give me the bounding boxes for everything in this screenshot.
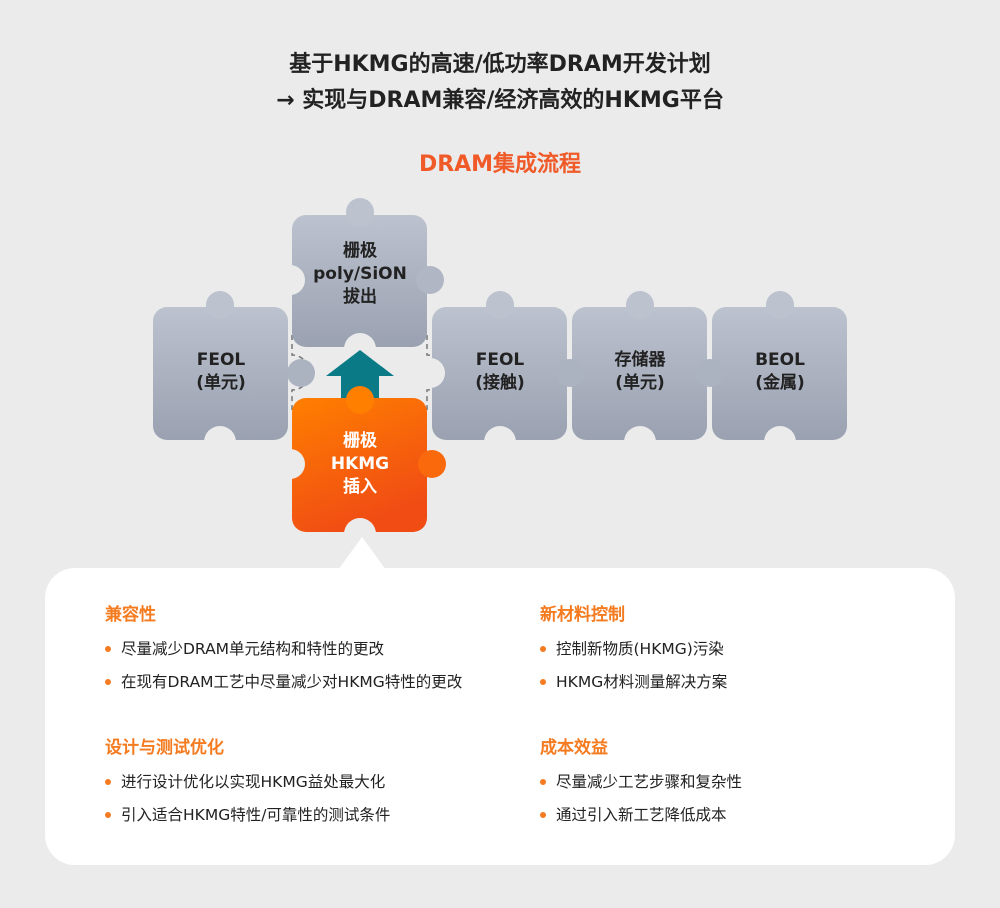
piece-text: (单元) [196,373,246,393]
puzzle-piece-feol-contact [415,291,567,458]
list-item: 尽量减少DRAM单元结构和特性的更改 [105,639,462,659]
connector-tabs [556,359,724,387]
piece-label-poly-sion: 栅极 poly/SiON 拔出 [292,240,428,309]
section-heading: 成本效益 [540,738,608,758]
piece-text: poly/SiON [313,264,407,284]
info-card: 兼容性 尽量减少DRAM单元结构和特性的更改 在现有DRAM工艺中尽量减少对HK… [45,568,955,865]
piece-label-feol-cell: FEOL (单元) [153,349,289,395]
piece-text: (金属) [755,373,805,393]
section-new-material: 新材料控制 控制新物质(HKMG)污染 HKMG材料测量解决方案 [540,600,727,705]
piece-text: HKMG [330,454,390,474]
title-line-2: → 实现与DRAM兼容/经济高效的HKMG平台 [276,88,724,113]
piece-label-memory-cell: 存储器 (单元) [572,349,708,395]
piece-label-feol-contact: FEOL (接触) [432,349,568,395]
piece-text: 存储器 [614,350,666,370]
list-item: 控制新物质(HKMG)污染 [540,639,727,659]
piece-label-beol-metal: BEOL (金属) [712,349,848,395]
puzzle-piece-hkmg [275,386,446,550]
piece-text: 栅极 [343,241,377,261]
piece-text: (接触) [475,373,525,393]
list-item: 尽量减少工艺步骤和复杂性 [540,772,742,792]
section-compatibility: 兼容性 尽量减少DRAM单元结构和特性的更改 在现有DRAM工艺中尽量减少对HK… [105,600,462,705]
section-design-test: 设计与测试优化 进行设计优化以实现HKMG益处最大化 引入适合HKMG特性/可靠… [105,733,390,838]
section-heading: 新材料控制 [540,605,625,625]
piece-text: FEOL [475,350,525,370]
flow-subtitle: DRAM集成流程 [418,152,582,177]
section-heading: 设计与测试优化 [105,738,224,758]
puzzle-piece-memory-cell [572,291,707,458]
list-item: 通过引入新工艺降低成本 [540,805,742,825]
list-item: HKMG材料测量解决方案 [540,672,727,692]
piece-text: 插入 [343,477,377,497]
title-line-1: 基于HKMG的高速/低功率DRAM开发计划 [289,52,711,77]
piece-text: (单元) [615,373,665,393]
piece-text: FEOL [196,350,246,370]
piece-text: 栅极 [343,431,377,451]
puzzle-piece-beol-metal [712,291,847,458]
list-item: 在现有DRAM工艺中尽量减少对HKMG特性的更改 [105,672,462,692]
piece-label-hkmg: 栅极 HKMG 插入 [292,430,428,499]
puzzle-piece-feol-cell [153,291,315,458]
piece-text: BEOL [755,350,805,370]
section-heading: 兼容性 [105,605,156,625]
piece-text: 拔出 [343,287,377,307]
section-cost: 成本效益 尽量减少工艺步骤和复杂性 通过引入新工艺降低成本 [540,733,742,838]
callout-pointer [338,537,386,570]
list-item: 引入适合HKMG特性/可靠性的测试条件 [105,805,390,825]
list-item: 进行设计优化以实现HKMG益处最大化 [105,772,390,792]
